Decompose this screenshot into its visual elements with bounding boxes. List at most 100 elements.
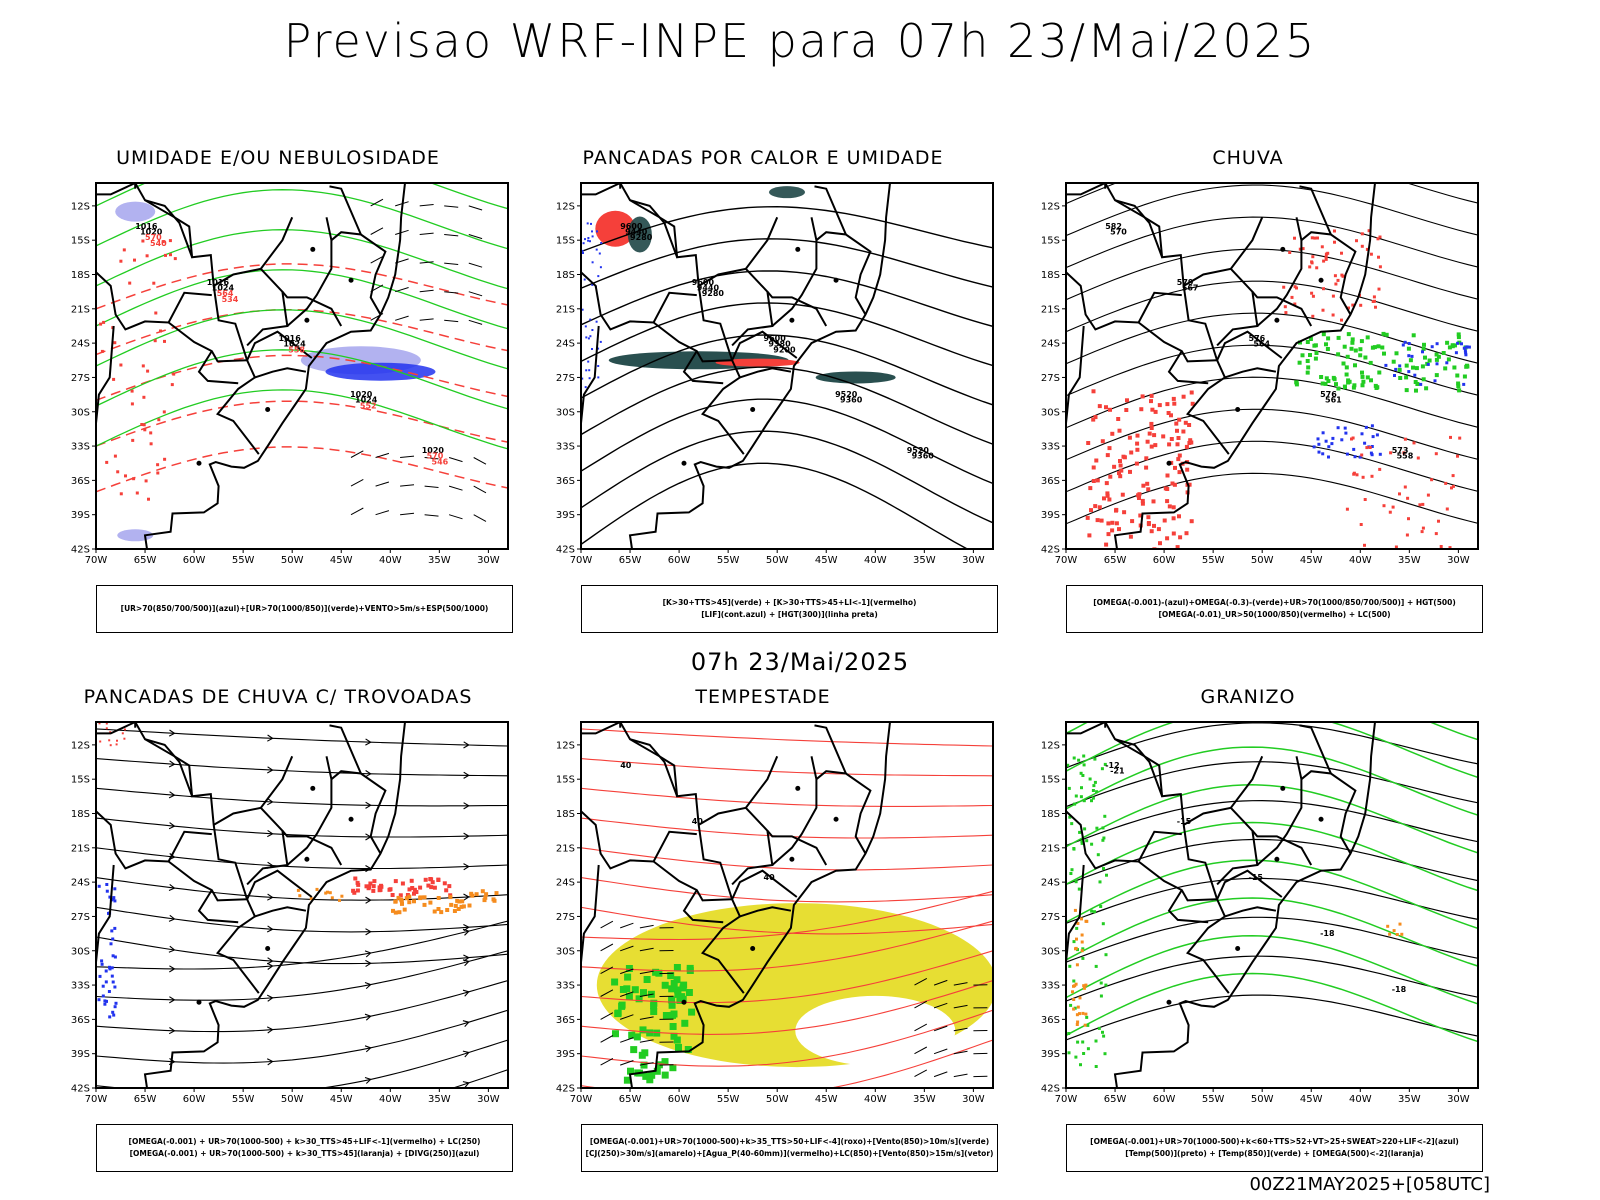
wind850-green-area-23: [675, 1043, 682, 1051]
wind250-streamline-arrow-1-3: [463, 741, 470, 749]
divergence-blue-trace-31: [108, 1015, 112, 1019]
temp850-speckle-w-3: [1072, 940, 1076, 944]
rain-green-band-96: [1308, 337, 1313, 341]
storm-orange-east-3: [480, 889, 485, 894]
contour-label: 582: [1105, 222, 1122, 231]
temp850-speckle-w-65: [1101, 922, 1105, 926]
rain-blue-cluster-s-2: [1370, 445, 1374, 448]
rain-red-cluster-n-23: [1320, 245, 1324, 249]
temp850-speckle-w-15: [1080, 786, 1083, 790]
rain-red-cluster-sw-102: [1177, 470, 1182, 475]
lake-mark-2: [348, 277, 354, 283]
lat-tick-label: 36S: [1041, 1015, 1060, 1026]
wind-vector-se-13: [448, 485, 463, 491]
wind850-green-area-60: [673, 964, 681, 971]
lat-tick-label: 12S: [1041, 740, 1060, 751]
wind850-green-area-46: [625, 993, 633, 1000]
wind850-vector-w-4: [600, 1012, 614, 1020]
rain-red-cluster-se-49: [1407, 517, 1410, 521]
temp850-contour-1: [1066, 722, 1478, 779]
storm-red-band-39: [355, 888, 360, 893]
storm-orange-coast-5: [338, 898, 341, 902]
rain-green-band-19: [1455, 373, 1460, 378]
storm-red-band-24: [409, 878, 414, 883]
lat-tick-label: 30S: [556, 946, 575, 957]
wind-vector-se-17: [473, 514, 487, 522]
rain-red-cluster-sw-99: [1119, 468, 1124, 473]
storm-orange-band-5: [445, 908, 450, 912]
instability-red-band: [715, 358, 800, 367]
rain-red-cluster-sw-70: [1107, 446, 1112, 451]
lake-mark-1: [1274, 856, 1280, 862]
rain-red-cluster-sw-54: [1170, 481, 1175, 486]
rain-green-band-30: [1421, 346, 1426, 351]
rain-blue-band-14: [1407, 354, 1411, 358]
rain-blue-cluster-s-24: [1352, 447, 1356, 451]
rain-red-cluster-sw-145: [1163, 486, 1168, 491]
lon-tick-label: 65W: [1104, 555, 1127, 566]
rain-red-cluster-sw-38: [1177, 514, 1181, 519]
temp850-speckle-w-23: [1069, 872, 1073, 875]
temp850-speckle-w-77: [1092, 784, 1096, 788]
storm-red-band-40: [366, 886, 371, 891]
omega-orange-trace-16: [1075, 937, 1078, 941]
wind850-green-area-11: [668, 985, 676, 993]
lake-mark-3: [750, 945, 756, 951]
omega-orange-trace-7: [1076, 1005, 1080, 1009]
divergence-blue-trace-18: [103, 1002, 107, 1006]
map-frame: [95, 721, 509, 1089]
rain-red-cluster-sw-97: [1178, 535, 1183, 540]
temp850-speckle-w-36: [1090, 909, 1094, 913]
omega-orange-trace-8: [1076, 922, 1080, 925]
lif-blue-trace-12: [582, 252, 584, 254]
rain-green-band-80: [1404, 363, 1409, 368]
hgt300-contour-6: [581, 398, 993, 485]
rain-green-band-105: [1368, 360, 1373, 365]
storm-orange-coast-9: [296, 888, 300, 892]
divergence-blue-trace-29: [113, 1005, 117, 1009]
wind850-vector-w-1: [600, 943, 614, 952]
rain-red-cluster-sw-41: [1171, 516, 1176, 521]
coastline-east: [628, 722, 891, 1088]
temp850-speckle-w-69: [1081, 947, 1085, 951]
rain-green-band-24: [1360, 374, 1365, 379]
temp850-speckle-w-62: [1086, 1047, 1090, 1051]
temp850-speckle-w-46: [1079, 795, 1083, 799]
rain-green-band-56: [1456, 332, 1461, 337]
rain-blue-cluster-s-17: [1369, 451, 1373, 455]
rain-red-cluster-n-55: [1377, 287, 1381, 291]
thickness-speckle-45: [162, 410, 166, 414]
humidity-green-contour-1: [96, 189, 508, 250]
divergence-blue-trace-39: [108, 965, 111, 969]
legend-line: [K>30+TTS>45](verde) + [K>30+TTS>45+LI<-…: [662, 598, 917, 607]
temp850-speckle-w-32: [1101, 1030, 1104, 1034]
rain-red-cluster-n-27: [1290, 295, 1294, 299]
temp850-speckle-w-21: [1094, 1065, 1098, 1068]
storm-orange-east-7: [492, 898, 497, 903]
state-border-10: [766, 830, 828, 866]
wind250-streamline-arrow-12-2: [364, 1045, 372, 1053]
rain-red-cluster-n-46: [1298, 247, 1302, 251]
lon-tick-label: 30W: [1447, 555, 1470, 566]
rain-green-band-88: [1358, 353, 1363, 358]
lif-blue-trace-8: [600, 242, 603, 244]
lat-tick-label: 12S: [71, 201, 90, 212]
rain-red-cluster-se-5: [1434, 452, 1438, 456]
contour-label: 1024: [212, 284, 235, 293]
omega-orange-trace-13: [1080, 933, 1084, 937]
temp850-speckle-w-4: [1069, 1003, 1073, 1007]
temp850-speckle-w-40: [1103, 814, 1107, 818]
rain-red-cluster-n-22: [1310, 236, 1314, 240]
rain-green-band-39: [1353, 348, 1358, 353]
lif-blue-trace-11: [599, 266, 602, 269]
wind-vector-ne-1: [370, 227, 384, 235]
rain-blue-cluster-s-15: [1327, 455, 1330, 459]
wind850-vector-e-1: [914, 1000, 928, 1009]
storm-red-band-16: [442, 881, 447, 886]
omega-orange-east-4: [1400, 932, 1404, 936]
lat-tick-label: 18S: [556, 809, 575, 820]
contour-label: 9440: [697, 284, 720, 293]
divergence-blue-trace-11: [111, 954, 115, 958]
temp850-speckle-w-55: [1081, 956, 1085, 960]
rain-green-band-93: [1344, 372, 1349, 377]
